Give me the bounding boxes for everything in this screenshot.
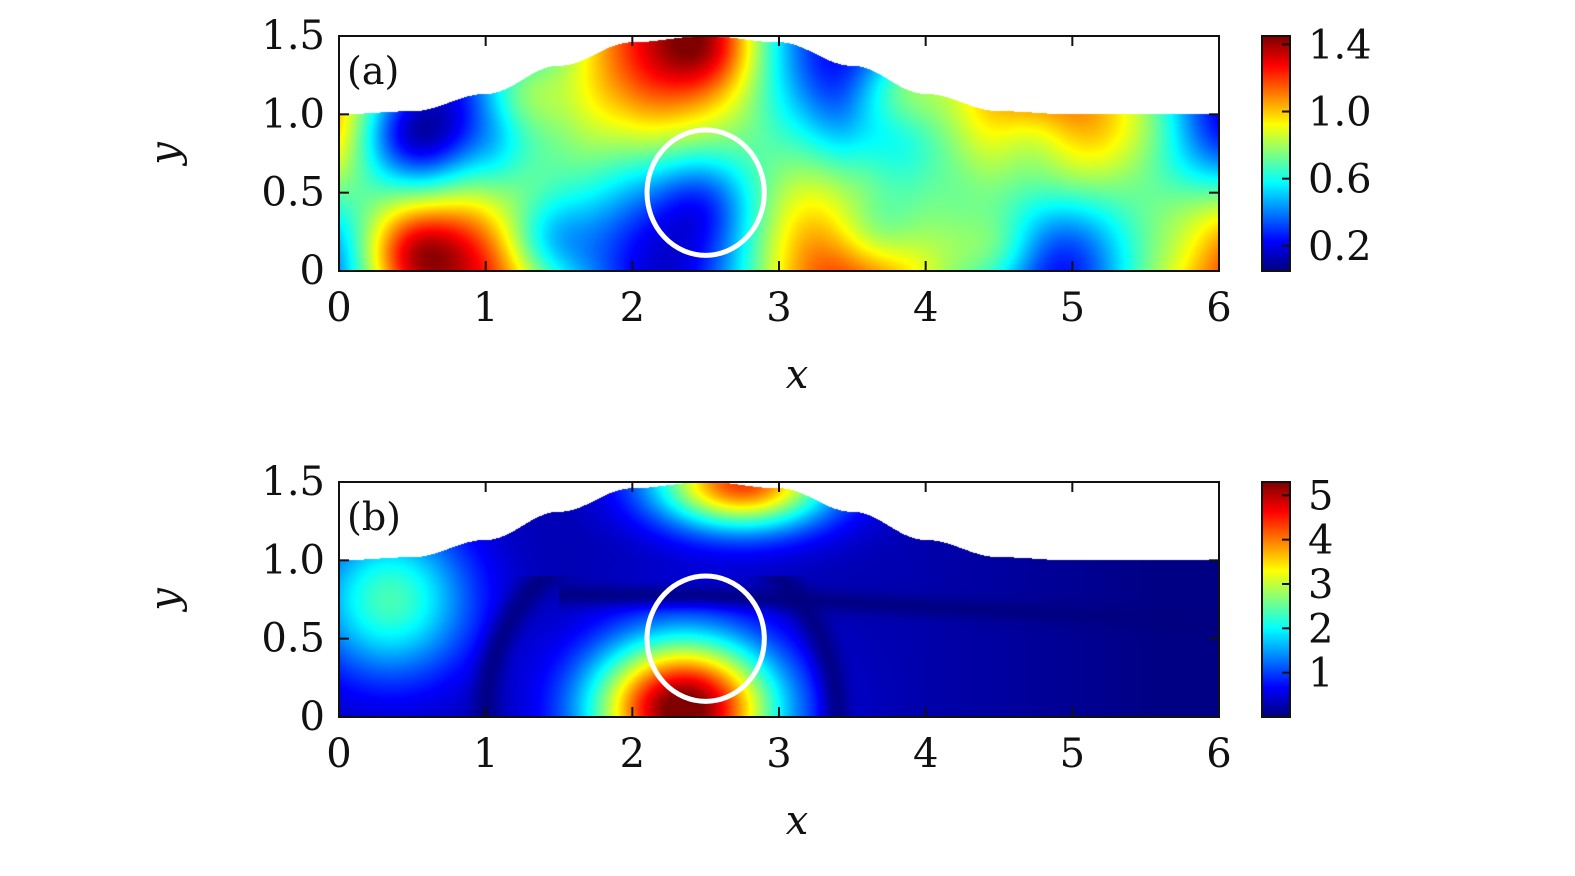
colorbar-tick-label: 0.2 — [1308, 224, 1372, 270]
y-tick-label: 0 — [300, 694, 325, 740]
x-tick-label: 3 — [766, 285, 791, 331]
x-tick-label: 2 — [620, 731, 645, 777]
x-tick-label: 3 — [766, 731, 791, 777]
obstacle-circle-a — [644, 127, 767, 258]
colorbar-tick-label: 5 — [1308, 473, 1333, 519]
colorbar-b — [1262, 482, 1290, 717]
panel-label-b: (b) — [347, 495, 401, 539]
y-tick-label: 0.5 — [261, 170, 325, 216]
x-tick-label: 4 — [913, 731, 938, 777]
x-tick-label: 1 — [473, 731, 498, 777]
plot-frame-b — [338, 481, 1220, 718]
colorbar-tick-label: 2 — [1308, 606, 1333, 652]
x-tick-label: 6 — [1206, 285, 1231, 331]
colorbar-frame-a — [1261, 35, 1291, 272]
x-tick-label: 5 — [1060, 285, 1085, 331]
x-tick-label: 5 — [1060, 731, 1085, 777]
colorbar-tick-label: 4 — [1308, 518, 1333, 564]
x-tick-label: 6 — [1206, 731, 1231, 777]
heatmap-b — [339, 482, 1219, 717]
colorbar-tick-label: 1 — [1308, 651, 1333, 697]
y-tick-label: 1.5 — [261, 459, 325, 505]
x-tick-label: 2 — [620, 285, 645, 331]
y-tick-label: 0 — [300, 248, 325, 294]
y-axis-label: y — [142, 141, 188, 167]
plot-frame-a — [338, 35, 1220, 272]
y-tick-label: 1.0 — [261, 91, 325, 137]
x-tick-label: 1 — [473, 285, 498, 331]
x-tick-label: 0 — [326, 285, 351, 331]
x-axis-label: x — [786, 798, 809, 844]
colorbar-frame-b — [1261, 481, 1291, 718]
panel-label-a: (a) — [347, 49, 399, 93]
colorbar-tick-label: 0.6 — [1308, 157, 1372, 203]
x-tick-label: 0 — [326, 731, 351, 777]
y-tick-label: 0.5 — [261, 616, 325, 662]
obstacle-circle-b — [644, 573, 767, 704]
colorbar-tick-label: 3 — [1308, 562, 1333, 608]
colorbar-tick-label: 1.4 — [1308, 22, 1372, 68]
colorbar-tick-label: 1.0 — [1308, 90, 1372, 136]
y-axis-label: y — [142, 587, 188, 613]
heatmap-a — [339, 36, 1219, 271]
colorbar-a — [1262, 36, 1290, 271]
x-tick-label: 4 — [913, 285, 938, 331]
y-tick-label: 1.5 — [261, 13, 325, 59]
x-axis-label: x — [786, 352, 809, 398]
y-tick-label: 1.0 — [261, 537, 325, 583]
